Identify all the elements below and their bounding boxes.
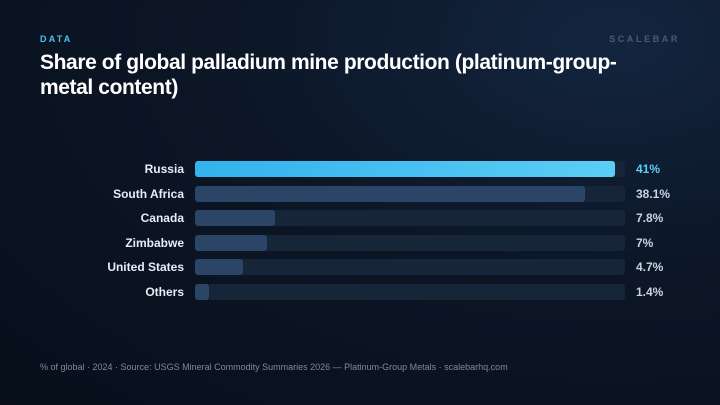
brand-logo: SCALEBAR [609,34,680,44]
value-label: 4.7% [636,260,664,274]
bar-track [195,161,625,177]
value-label: 41% [636,162,661,176]
category-label: South Africa [113,187,184,201]
bar-track [195,259,625,275]
bar-row: United States 4.7% [0,258,720,276]
bar [195,210,275,226]
bar-track [195,284,625,300]
bar [195,186,585,202]
category-label: Canada [140,211,184,225]
bar-row: Others 1.4% [0,283,720,301]
category-label: United States [107,260,184,274]
value-label: 1.4% [636,285,664,299]
bar-track [195,186,625,202]
bar [195,259,243,275]
category-label: Russia [144,162,184,176]
bar-row: Zimbabwe 7% [0,234,720,252]
chart-title: Share of global palladium mine productio… [40,51,617,99]
value-label: 38.1% [636,187,671,201]
bar-row: Canada 7.8% [0,209,720,227]
bar-track [195,210,625,226]
category-label: Others [145,285,184,299]
bar-row: Russia 41% [0,160,720,178]
eyebrow-label: DATA [40,34,73,44]
value-label: 7% [636,236,654,250]
bar [195,235,267,251]
bar-row: South Africa 38.1% [0,185,720,203]
category-label: Zimbabwe [125,236,184,250]
bar [195,284,209,300]
bar-chart: Russia 41% South Africa 38.1% Canada 7.8% Zimb… [0,160,720,305]
footer-note: % of global · 2024 · Source: USGS Minera… [40,362,508,372]
bar [195,161,615,177]
bar-track [195,235,625,251]
value-label: 7.8% [636,211,664,225]
